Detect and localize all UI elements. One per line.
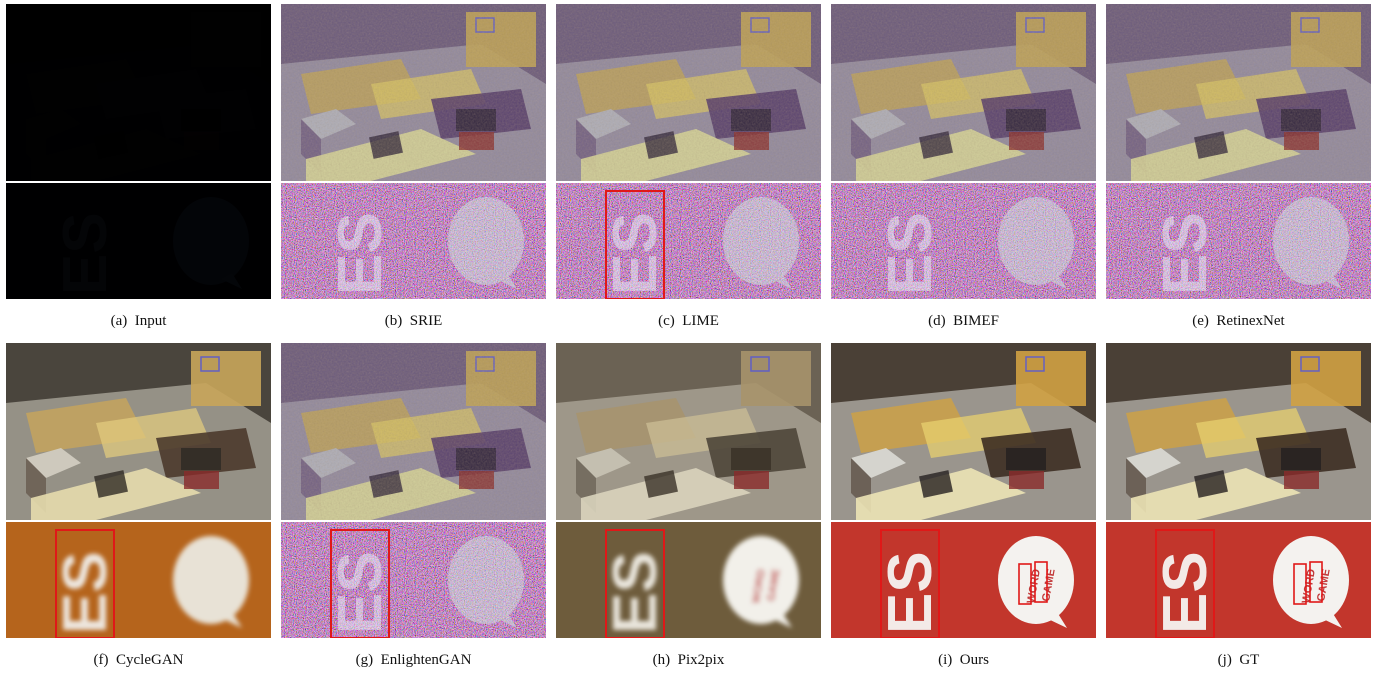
caption-lime: (c) LIME	[556, 313, 821, 330]
caption-method: Input	[134, 313, 167, 329]
panel-pix2pix: ES WORD GAME	[556, 343, 821, 638]
svg-text:WORD: WORD	[1025, 568, 1043, 604]
caption-enlightengan: (g) EnlightenGAN	[281, 652, 546, 669]
panel-image: ES	[6, 4, 271, 299]
panel-input: ES	[6, 4, 271, 299]
panel-lime: ES	[556, 4, 821, 299]
caption-label: (j)	[1217, 652, 1232, 668]
svg-text:ES: ES	[51, 551, 120, 634]
caption-label: (f)	[93, 652, 109, 668]
caption-pix2pix: (h) Pix2pix	[556, 652, 821, 669]
panel-image: ES	[281, 4, 546, 299]
scene-image	[1106, 4, 1371, 181]
svg-text:WORD: WORD	[750, 568, 768, 604]
caption-label: (a)	[110, 313, 128, 329]
panel-retinexnet: ES	[1106, 4, 1371, 299]
zoom-crop: ES	[1106, 183, 1371, 299]
panel-bimef: ES	[831, 4, 1096, 299]
svg-text:ES: ES	[1151, 551, 1220, 634]
scene-image	[831, 343, 1096, 520]
panel-image: ES	[281, 343, 546, 638]
svg-text:GAME: GAME	[1040, 568, 1058, 603]
caption-method: BIMEF	[953, 313, 999, 329]
caption-label: (g)	[355, 652, 374, 668]
zoom-crop: ES	[6, 183, 271, 299]
caption-method: CycleGAN	[116, 652, 184, 668]
scene-image	[281, 4, 546, 181]
caption-method: RetinexNet	[1216, 313, 1285, 329]
panel-image: ES	[556, 4, 821, 299]
panel-ours: ES WORD GAME	[831, 343, 1096, 638]
scene-image	[6, 4, 271, 181]
caption-method: GT	[1239, 652, 1260, 668]
panel-srie: ES	[281, 4, 546, 299]
panel-image: ES	[1106, 4, 1371, 299]
scene-image	[556, 4, 821, 181]
caption-label: (c)	[658, 313, 675, 329]
scene-image	[556, 343, 821, 520]
caption-ours: (i) Ours	[831, 652, 1096, 669]
panel-cyclegan: ES	[6, 343, 271, 638]
zoom-crop: ES	[281, 183, 546, 299]
caption-label: (h)	[652, 652, 671, 668]
svg-text:ES: ES	[601, 551, 670, 634]
panel-image: ES	[831, 4, 1096, 299]
svg-text:GAME: GAME	[765, 568, 783, 603]
caption-label: (d)	[928, 313, 946, 329]
scene-image	[831, 4, 1096, 181]
caption-label: (b)	[384, 313, 403, 329]
caption-label: (i)	[938, 652, 953, 668]
zoom-crop: ES	[6, 522, 271, 638]
caption-method: Pix2pix	[677, 652, 725, 668]
svg-text:ES: ES	[876, 551, 945, 634]
caption-method: EnlightenGAN	[380, 652, 472, 668]
panel-image: ES	[6, 343, 271, 638]
svg-text:GAME: GAME	[1315, 568, 1333, 603]
panel-gt: ES WORD GAME	[1106, 343, 1371, 638]
scene-image	[6, 343, 271, 520]
caption-label: (e)	[1192, 313, 1209, 329]
caption-bimef: (d) BIMEF	[831, 313, 1096, 330]
caption-method: LIME	[682, 313, 719, 329]
caption-retinexnet: (e) RetinexNet	[1106, 313, 1371, 330]
caption-srie: (b) SRIE	[281, 313, 546, 330]
caption-method: Ours	[959, 652, 989, 668]
panel-enlightengan: ES	[281, 343, 546, 638]
caption-input: (a) Input	[6, 313, 271, 330]
caption-method: SRIE	[409, 313, 443, 329]
svg-text:WORD: WORD	[1300, 568, 1318, 604]
caption-gt: (j) GT	[1106, 652, 1371, 669]
caption-cyclegan: (f) CycleGAN	[6, 652, 271, 669]
scene-image	[281, 343, 546, 520]
zoom-crop: ES	[831, 183, 1096, 299]
zoom-crop: ES	[556, 183, 821, 299]
scene-image	[1106, 343, 1371, 520]
zoom-crop: ES	[281, 522, 546, 638]
